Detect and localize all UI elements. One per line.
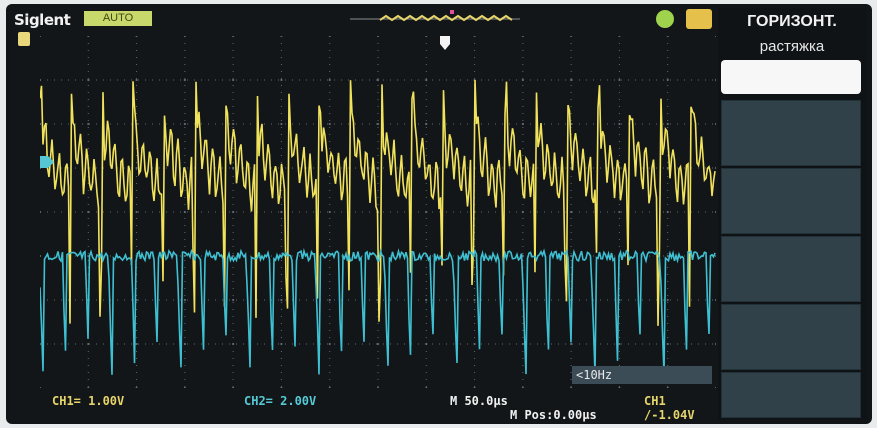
grid-dot [521,166,524,170]
horizontal-position: M Pos:0.00µs [510,408,597,422]
grid-dot [376,386,380,388]
grid-dot [183,386,186,388]
side-menu: ГОРИЗОНТ. растяжка [718,8,866,420]
grid-dot [714,122,716,126]
frequency-counter-badge: <10Hz [572,366,712,384]
grid-dot [666,78,669,82]
grid-dot [666,166,669,170]
grid-dot [328,122,331,126]
grid-dot [425,386,428,388]
run-status-icon [656,10,674,28]
waveform-display [40,36,716,388]
grid-dot [521,386,524,388]
grid-dot [280,122,283,126]
grid-dot [376,78,380,82]
grid-dot [666,254,669,258]
grid-dot [521,78,524,82]
acquisition-mode-badge: AUTO [84,11,152,26]
grid-dot [232,254,235,258]
grid-dot [570,78,573,82]
scope-screen: Siglent AUTO <10Hz CH1= 1.00V CH2= 2.00V… [10,8,718,422]
menu-slot-2[interactable] [721,100,861,166]
grid-dot [328,298,331,302]
menu-title: ГОРИЗОНТ. [747,13,837,30]
grid-dot [714,78,716,82]
zoom-toggle-field[interactable] [721,60,861,94]
ch1-scale: CH1= 1.00V [52,394,125,408]
grid-dot [473,386,476,388]
trigger-type-icon [686,9,712,29]
grid-dot [232,298,235,302]
grid-dot [328,78,331,82]
menu-slot-5[interactable] [721,304,861,370]
trigger-position-marker [440,36,450,50]
grid-dot [570,386,573,388]
grid-dot [425,298,428,302]
grid-dot [376,122,380,126]
grid-dot [183,298,186,302]
grid-dot [183,78,186,82]
grid-dot [666,298,669,302]
grid-dot [570,254,573,258]
grid-dot [618,386,621,388]
grid-dot [183,122,186,126]
top-status-bar: Siglent AUTO [10,8,718,30]
grid-dot [232,78,235,82]
grid-dot [135,166,138,170]
menu-item-label: растяжка [759,38,825,55]
grid-dot [328,254,331,258]
grid-dot [714,210,716,214]
grid-dot [40,386,42,388]
grid-dot [87,122,90,126]
grid-dot [714,166,716,170]
grid-dot [135,386,138,388]
grid-dot [521,122,524,126]
menu-slot-4[interactable] [721,236,861,302]
grid-dot [87,78,90,82]
grid-dot [183,254,186,258]
brand-logo: Siglent [14,11,71,29]
grid-dot [714,254,716,258]
grid-dot [280,78,283,82]
grid-dot [618,78,621,82]
menu-slot-6[interactable] [721,372,861,418]
grid-dot [666,122,669,126]
ch1-level-marker [40,156,54,168]
grid-dot [714,386,716,388]
grid-dot [328,386,331,388]
grid-dot [714,298,716,302]
grid-dot [232,166,235,170]
grid-dot [280,298,283,302]
grid-dot [87,386,90,388]
ch1-waveform [40,79,716,326]
grid-dot [425,78,428,82]
grid-dot [425,166,428,170]
grid-dot [280,386,283,388]
trigger-level: CH1 /-1.04V [644,394,695,422]
grid-dot [714,342,716,346]
channel-1-marker-icon [18,32,30,46]
grid-dot [666,386,669,388]
grid-dot [618,122,621,126]
menu-slot-3[interactable] [721,168,861,234]
grid-dot [232,386,235,388]
ch2-scale: CH2= 2.00V [244,394,317,408]
grid-dot [425,122,428,126]
grid-dot [376,166,380,170]
timebase: M 50.0µs [450,394,508,408]
grid-dot [135,78,138,82]
grid-dot [714,36,716,38]
ch2-waveform [40,247,716,375]
bottom-status-bar: CH1= 1.00V CH2= 2.00V M 50.0µs M Pos:0.0… [10,390,718,422]
grid-dot [232,122,235,126]
memory-depth-icon [350,10,520,22]
grid-dot [40,36,42,38]
